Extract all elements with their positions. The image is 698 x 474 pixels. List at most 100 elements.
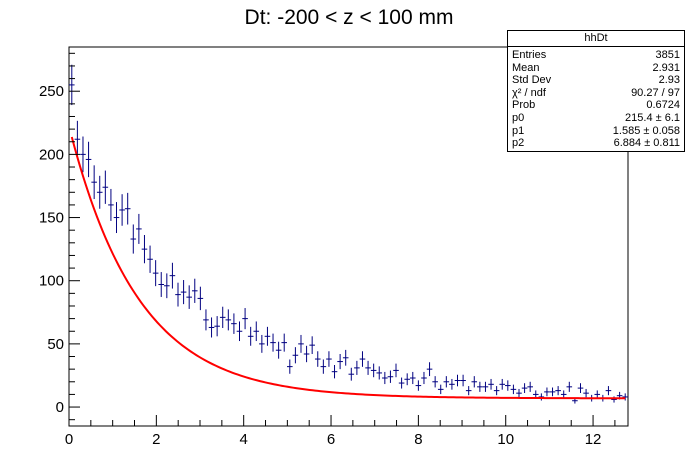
x-tick-label: 0	[65, 431, 73, 448]
stats-value: 1.585 ± 0.058	[612, 124, 680, 137]
x-tick-label: 10	[497, 431, 514, 448]
x-tick-label: 8	[414, 431, 422, 448]
stats-value: 0.6724	[646, 99, 680, 112]
data-point	[108, 188, 114, 221]
fit-curve	[70, 136, 626, 400]
data-point	[102, 170, 109, 204]
data-point	[544, 387, 550, 397]
data-point	[275, 341, 282, 359]
data-point	[197, 286, 204, 311]
stats-value: 215.4 ± 6.1	[625, 111, 680, 124]
data-point	[432, 376, 438, 388]
data-point	[298, 334, 304, 353]
data-point	[516, 388, 522, 398]
data-point	[119, 194, 125, 226]
data-point	[527, 381, 533, 392]
data-point	[96, 175, 103, 209]
data-point	[370, 363, 377, 378]
stats-row: Std Dev 2.93	[508, 74, 684, 87]
data-point	[566, 381, 573, 392]
stats-row: Entries 3851	[508, 49, 684, 62]
stats-row: p0 215.4 ± 6.1	[508, 112, 684, 125]
stats-label: Entries	[512, 49, 547, 61]
data-point	[348, 367, 355, 381]
data-point	[186, 285, 192, 309]
data-point	[415, 380, 422, 391]
data-point	[236, 321, 243, 342]
data-point	[465, 386, 472, 396]
data-point	[314, 351, 321, 367]
data-point	[303, 345, 310, 363]
data-point	[449, 378, 455, 390]
y-tick-label: 0	[56, 399, 64, 416]
data-point	[538, 393, 545, 401]
data-point	[136, 213, 142, 244]
data-point	[169, 262, 176, 289]
data-point	[264, 326, 271, 346]
stats-box: hhDt Entries 3851 Mean 2.931 Std Dev 2.93 χ² /…	[507, 30, 685, 152]
data-point	[393, 363, 399, 378]
stats-row: Prob 0.6724	[508, 99, 684, 112]
data-point	[74, 120, 81, 158]
y-tick-label: 150	[39, 210, 64, 227]
data-point	[454, 374, 461, 387]
data-point	[147, 245, 153, 273]
stats-row: p2 6.884 ± 0.811	[508, 137, 684, 150]
data-point	[354, 360, 360, 375]
data-point	[124, 192, 131, 225]
data-point	[521, 383, 528, 393]
data-point	[80, 136, 86, 173]
x-tick-label: 2	[152, 431, 160, 448]
data-point	[499, 378, 506, 390]
stats-row: p1 1.585 ± 0.058	[508, 125, 684, 138]
stats-label: χ² / ndf	[512, 86, 546, 99]
data-point	[505, 380, 511, 391]
stats-box-title: hhDt	[508, 31, 684, 47]
data-point	[270, 333, 276, 352]
data-point	[404, 373, 410, 386]
data-point	[309, 336, 315, 354]
stats-label: Std Dev	[512, 74, 552, 87]
data-point	[342, 349, 349, 366]
data-point	[560, 390, 567, 399]
data-point	[365, 360, 371, 375]
data-point	[387, 370, 394, 383]
data-point	[409, 371, 416, 385]
data-point	[180, 280, 187, 305]
data-point	[605, 386, 612, 396]
data-point	[555, 386, 561, 396]
y-tick-label: 250	[39, 83, 64, 100]
data-point	[175, 282, 181, 307]
data-point	[326, 351, 332, 367]
x-tick-label: 12	[585, 431, 602, 448]
stats-label: Mean	[512, 61, 540, 74]
y-tick-label: 100	[39, 273, 64, 290]
data-point	[281, 333, 288, 352]
data-point	[421, 371, 427, 385]
data-point	[477, 381, 483, 392]
stats-label: p1	[512, 124, 525, 137]
stats-row: χ² / ndf 90.27 / 97	[508, 87, 684, 100]
x-tick-label: 4	[240, 431, 248, 448]
data-point	[359, 351, 366, 367]
stats-value: 2.931	[652, 61, 680, 74]
data-point	[482, 381, 489, 392]
data-point	[493, 386, 500, 396]
stats-value: 90.27 / 97	[631, 86, 680, 99]
data-point	[141, 235, 148, 264]
data-point	[164, 273, 170, 299]
y-tick-label: 200	[39, 146, 64, 163]
data-point	[130, 224, 137, 254]
stats-value: 6.884 ± 0.811	[613, 137, 680, 150]
data-point	[113, 202, 120, 234]
plot-frame	[68, 46, 629, 427]
data-point	[259, 334, 265, 353]
y-tick-label: 50	[47, 336, 64, 353]
data-point	[69, 64, 75, 106]
data-point	[510, 384, 517, 395]
data-points	[69, 64, 628, 404]
data-point	[622, 393, 628, 401]
data-point	[91, 165, 97, 200]
stats-label: p2	[512, 137, 525, 150]
